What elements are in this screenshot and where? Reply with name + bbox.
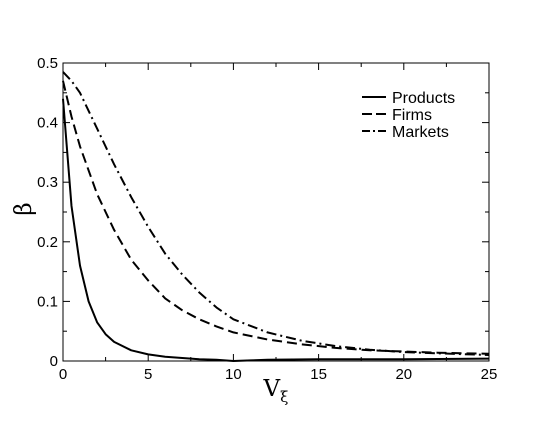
tick-labels: 0 5 10 15 20 25 0 0.1 0.2 0.3 0.4 0.5 xyxy=(37,55,497,383)
y-tick-label: 0.3 xyxy=(37,174,58,191)
legend-label-firms: Firms xyxy=(392,107,432,124)
y-tick-label: 0.1 xyxy=(37,293,58,310)
x-tick-label: 20 xyxy=(395,366,412,383)
x-axis-label-subscript: ξ xyxy=(280,388,288,406)
y-axis-label: β xyxy=(11,202,37,215)
y-tick-label: 0.2 xyxy=(37,234,58,251)
y-tick-label: 0 xyxy=(50,353,58,370)
legend-label-products: Products xyxy=(392,90,455,107)
x-tick-label: 25 xyxy=(481,366,498,383)
series-line-products xyxy=(62,98,490,362)
y-tick-label: 0.5 xyxy=(37,55,58,72)
series-line-markets xyxy=(62,71,490,356)
x-tick-label: 10 xyxy=(225,366,242,383)
series-lines xyxy=(62,71,490,362)
legend-label-markets: Markets xyxy=(392,124,449,141)
x-tick-label: 0 xyxy=(59,366,67,383)
y-tick-label: 0.4 xyxy=(37,115,58,132)
x-axis-label-main: V xyxy=(263,376,281,402)
x-tick-label: 15 xyxy=(310,366,327,383)
x-axis-label: Vξ xyxy=(263,376,289,406)
x-tick-label: 5 xyxy=(144,366,152,383)
